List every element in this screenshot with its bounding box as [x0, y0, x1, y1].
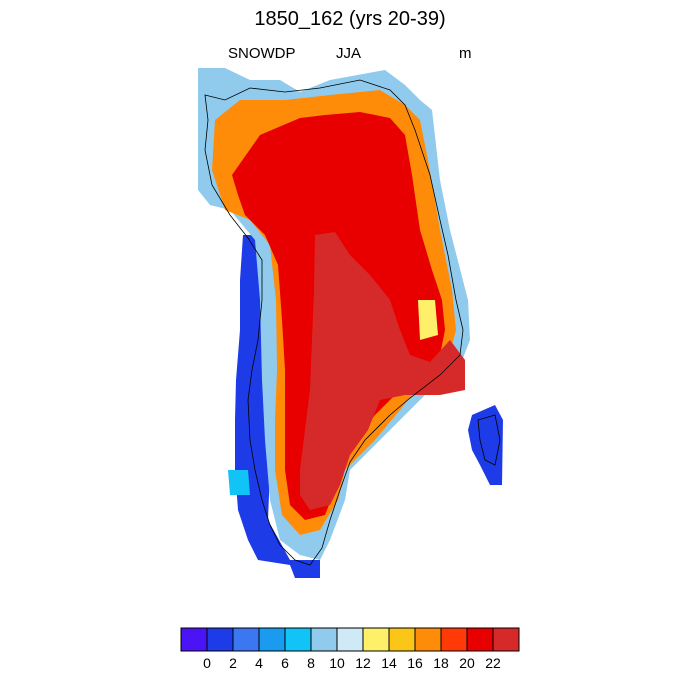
colorbar-swatch [206, 627, 234, 652]
colorbar [180, 627, 520, 652]
units-label: m [459, 45, 472, 62]
field-east-island [468, 405, 503, 485]
colorbar-swatch [180, 627, 208, 652]
colorbar-tick-label: 0 [203, 655, 211, 671]
colorbar-swatch [232, 627, 260, 652]
colorbar-swatch [310, 627, 338, 652]
variable-label: SNOWDP [228, 45, 296, 62]
colorbar-swatch [336, 627, 364, 652]
colorbar-tick-label: 4 [255, 655, 263, 671]
colorbar-swatch [258, 627, 286, 652]
colorbar-tick-label: 2 [229, 655, 237, 671]
season-label: JJA [336, 45, 362, 62]
colorbar-tick-label: 8 [307, 655, 315, 671]
field-yellow-patch [418, 300, 438, 340]
field-west-coast-blue [235, 235, 320, 578]
greenland-field [198, 68, 503, 578]
colorbar-tick-label: 14 [381, 655, 397, 671]
colorbar-tick-label: 18 [433, 655, 449, 671]
colorbar-tick-label: 10 [329, 655, 345, 671]
colorbar-swatch [284, 627, 312, 652]
colorbar-tick-label: 6 [281, 655, 289, 671]
colorbar-swatch [492, 627, 520, 652]
colorbar-tick-label: 12 [355, 655, 371, 671]
colorbar-swatch [362, 627, 390, 652]
colorbar-tick-label: 20 [459, 655, 475, 671]
colorbar-tick-label: 22 [485, 655, 501, 671]
colorbar-swatch [388, 627, 416, 652]
colorbar-swatch [466, 627, 494, 652]
field-dark-red-core [300, 232, 465, 510]
plot-title: 1850_162 (yrs 20-39) [254, 8, 446, 30]
colorbar-tick-label: 16 [407, 655, 423, 671]
field-sky-patch [228, 470, 250, 495]
colorbar-swatch [440, 627, 468, 652]
coastline [204, 79, 501, 566]
colorbar-swatch [414, 627, 442, 652]
